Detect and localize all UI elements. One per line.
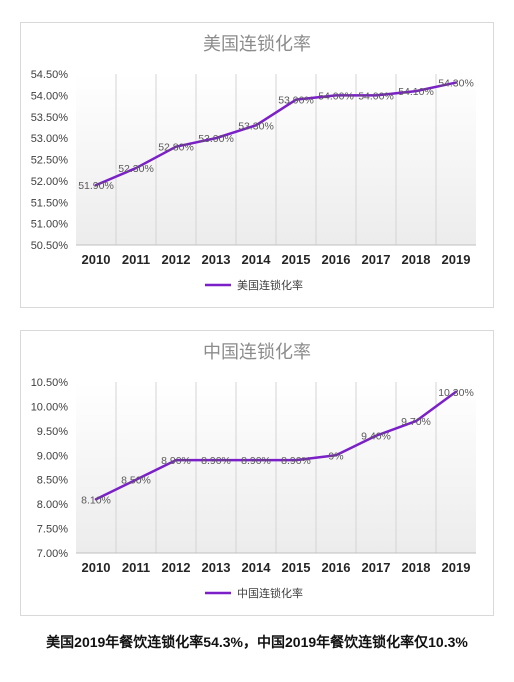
cn-legend-label: 中国连锁化率 [237,586,303,600]
cn-x-tick-label: 2018 [402,560,431,575]
cn-data-label: 9.40% [361,431,391,443]
us-data-label: 53.30% [238,120,274,132]
cn-data-label: 9.70% [401,416,431,428]
us-y-tick-label: 54.50% [31,69,69,81]
cn-x-tick-label: 2013 [202,560,231,575]
cn-x-tick-label: 2010 [82,560,111,575]
us-legend: 美国连锁化率 [205,278,303,292]
cn-y-tick-label: 9.50% [37,426,68,438]
cn-data-label: 8.90% [201,455,231,467]
us-x-tick-label: 2015 [282,252,311,267]
us-chart-svg: 美国连锁化率 50.50% 51.00% 51.50% 52.00% 52.50% 53.0… [31,34,476,292]
cn-data-label: 8.50% [121,475,151,487]
us-y-tick-label: 53.00% [31,133,69,145]
cn-legend: 中国连锁化率 [205,586,303,600]
cn-y-tick-label: 10.00% [31,401,69,413]
us-chart-title: 美国连锁化率 [203,34,311,54]
us-y-tick-label: 52.00% [31,176,69,188]
cn-chart-title: 中国连锁化率 [203,342,311,362]
us-y-tick-label: 53.50% [31,112,69,124]
us-x-tick-label: 2018 [402,252,431,267]
us-data-label: 53.00% [198,133,234,145]
cn-data-label: 8.90% [281,455,311,467]
us-y-tick-label: 51.50% [31,197,69,209]
china-chain-rate-chart: 中国连锁化率 7.00% 7.50% 8.00% 8.50% 9.00% 9.50% 10.0… [20,330,494,616]
cn-data-label: 8.90% [241,455,271,467]
cn-y-tick-label: 7.00% [37,548,68,560]
us-x-tick-label: 2013 [202,252,231,267]
us-x-tick-label: 2011 [122,252,150,267]
cn-y-tick-label: 8.00% [37,499,68,511]
cn-x-tick-label: 2017 [362,560,391,575]
cn-data-label: 8.90% [161,455,191,467]
us-x-tick-label: 2016 [322,252,351,267]
us-data-label: 52.80% [158,142,194,154]
cn-x-tick-label: 2016 [322,560,351,575]
us-y-tick-label: 50.50% [31,240,69,252]
us-data-label: 52.30% [118,163,154,175]
us-data-label: 54.30% [438,78,474,90]
us-legend-label: 美国连锁化率 [237,278,303,292]
cn-y-tick-label: 8.50% [37,475,68,487]
us-x-tick-label: 2010 [82,252,111,267]
us-x-tick-label: 2017 [362,252,391,267]
caption: 美国2019年餐饮连锁化率54.3%，中国2019年餐饮连锁化率仅10.3% [46,634,468,650]
cn-y-tick-label: 10.50% [31,377,69,389]
cn-data-label: 9% [328,450,343,462]
us-data-label: 54.00% [358,90,394,102]
us-data-label: 54.10% [398,86,434,98]
us-x-tick-label: 2012 [162,252,191,267]
cn-data-label: 10.30% [438,387,474,399]
cn-y-tick-label: 7.50% [37,524,68,536]
cn-x-tick-label: 2019 [442,560,471,575]
us-y-tick-label: 51.00% [31,219,69,231]
cn-data-label: 8.10% [81,494,111,506]
us-data-label: 51.90% [78,180,114,192]
us-x-tick-label: 2014 [242,252,272,267]
cn-x-tick-label: 2015 [282,560,311,575]
cn-x-tick-label: 2012 [162,560,191,575]
us-x-tick-label: 2019 [442,252,471,267]
us-chain-rate-chart: 美国连锁化率 50.50% 51.00% 51.50% 52.00% 52.50% 53.0… [20,22,494,308]
us-y-tick-label: 54.00% [31,90,69,102]
cn-series-line [94,390,458,501]
us-data-label: 53.90% [278,95,314,107]
cn-x-tick-label: 2011 [122,560,150,575]
cn-x-tick-label: 2014 [242,560,272,575]
cn-y-tick-label: 9.00% [37,450,68,462]
china-chart-svg: 中国连锁化率 7.00% 7.50% 8.00% 8.50% 9.00% 9.50% 10.0… [31,342,476,600]
us-y-tick-label: 52.50% [31,155,69,167]
us-series-line [94,81,458,187]
us-data-label: 54.00% [318,90,354,102]
